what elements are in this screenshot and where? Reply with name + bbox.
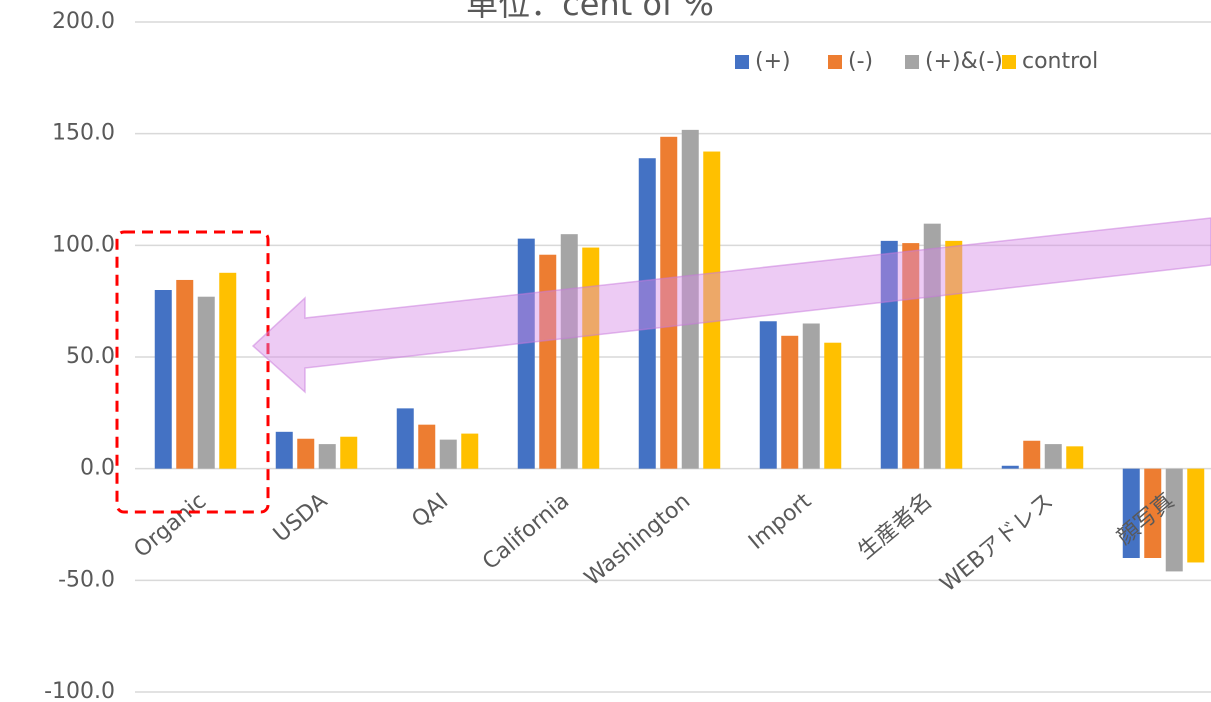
legend-label: (+)&(-) — [925, 49, 1003, 74]
bar — [275, 431, 293, 469]
bar — [461, 433, 479, 469]
y-tick-label: 150.0 — [52, 121, 115, 146]
bar — [219, 272, 237, 469]
y-tick-label: 50.0 — [66, 344, 115, 369]
bar — [824, 342, 842, 469]
bar — [560, 234, 578, 469]
bar — [340, 436, 358, 469]
chart-title: 単位：cent of % — [466, 0, 714, 23]
bar — [1122, 468, 1140, 558]
bar — [1165, 468, 1183, 572]
bar — [517, 238, 535, 469]
legend-swatch — [735, 55, 749, 69]
x-tick-label: QAI — [407, 489, 453, 533]
bar — [297, 438, 315, 469]
x-tick-label: Washington — [580, 489, 695, 591]
bar — [154, 290, 172, 469]
x-tick-label: Import — [744, 488, 816, 554]
bar — [703, 151, 721, 469]
bar — [176, 279, 194, 469]
legend-label: (-) — [848, 49, 873, 74]
y-tick-label: 200.0 — [52, 9, 115, 34]
highlight-box — [115, 230, 270, 514]
legend-label: control — [1022, 49, 1098, 74]
legend-swatch — [905, 55, 919, 69]
bar — [582, 247, 600, 469]
bar — [802, 323, 820, 469]
y-tick-label: 100.0 — [52, 232, 115, 257]
bar — [1001, 465, 1019, 469]
legend-swatch — [828, 55, 842, 69]
bar — [1066, 446, 1084, 469]
bar — [923, 223, 941, 469]
bar — [660, 136, 678, 469]
bar — [318, 444, 336, 469]
bar — [880, 240, 898, 469]
bar — [439, 439, 457, 469]
bar — [759, 321, 777, 469]
bar — [1144, 468, 1162, 558]
x-tick-label: 生産者名 — [854, 489, 937, 565]
bar — [197, 296, 215, 469]
bar — [1023, 440, 1041, 469]
bar — [945, 240, 963, 469]
x-tick-label: California — [478, 489, 574, 575]
bar — [1044, 444, 1062, 469]
bar — [418, 424, 436, 469]
bar — [396, 408, 414, 469]
arrow — [251, 217, 1211, 394]
bar — [539, 254, 557, 469]
y-tick-label: -100.0 — [44, 679, 115, 702]
plot-area: -100.0 -50.0 0.0 50.0 100.0 150.0 200.0 — [44, 9, 1211, 702]
bar — [781, 335, 799, 469]
y-tick-label: 0.0 — [80, 456, 115, 481]
x-tick-label: Organic — [130, 489, 212, 563]
x-tick-label: USDA — [269, 489, 332, 548]
bar — [1187, 468, 1205, 563]
bar — [638, 158, 656, 469]
legend-label: (+) — [755, 49, 791, 74]
bar — [681, 129, 699, 469]
y-tick-label: -50.0 — [58, 567, 115, 592]
legend-swatch — [1002, 55, 1016, 69]
